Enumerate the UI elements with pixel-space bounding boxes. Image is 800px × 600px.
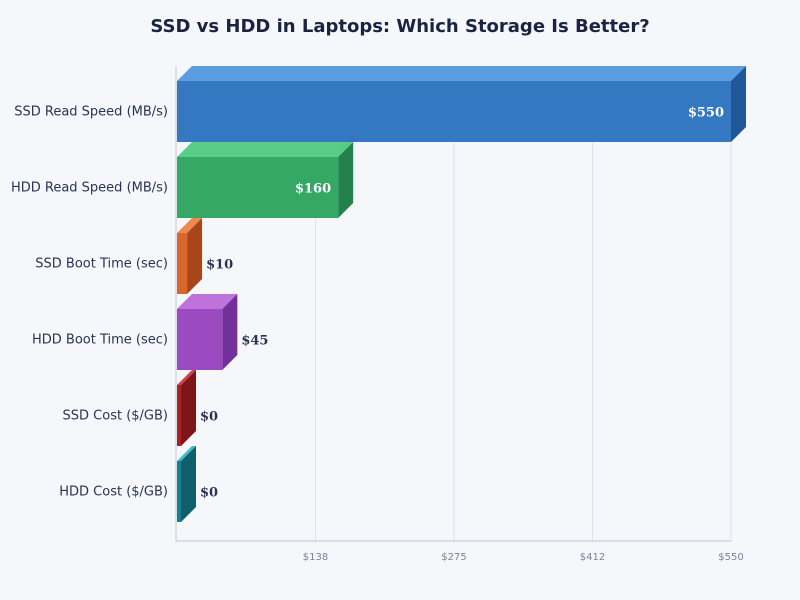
x-tick-label: $412 <box>580 552 605 563</box>
category-label: SSD Boot Time (sec) <box>35 257 168 272</box>
value-label: $550 <box>688 106 724 121</box>
category-label: HDD Read Speed (MB/s) <box>11 181 168 196</box>
bar-top <box>177 446 196 461</box>
chart-title: SSD vs HDD in Laptops: Which Storage Is … <box>150 16 650 37</box>
bar-top <box>177 218 203 233</box>
bar-top <box>177 142 354 157</box>
bar <box>177 461 181 522</box>
bar-side <box>187 218 203 294</box>
bar-top <box>177 294 238 309</box>
bar-top <box>177 66 746 81</box>
category-label: SSD Read Speed (MB/s) <box>14 105 168 120</box>
bar-side <box>338 142 354 218</box>
value-label: $10 <box>206 258 233 273</box>
bar <box>177 309 223 370</box>
bar-top <box>177 370 196 385</box>
category-label: SSD Cost ($/GB) <box>63 409 168 424</box>
value-label: $45 <box>241 334 268 349</box>
bar-group <box>177 142 354 218</box>
x-tick-label: $275 <box>441 552 466 563</box>
category-label: HDD Cost ($/GB) <box>59 485 168 500</box>
bar <box>177 233 188 294</box>
bar-group <box>177 294 238 370</box>
bar-side <box>181 370 196 446</box>
x-tick-label: $550 <box>718 552 743 563</box>
bar-side <box>222 294 238 370</box>
category-label: HDD Boot Time (sec) <box>32 333 168 348</box>
bar <box>177 385 181 446</box>
bar <box>177 81 731 142</box>
bar-side <box>181 446 196 522</box>
x-tick-label: $138 <box>303 552 328 563</box>
value-label: $0 <box>200 486 218 501</box>
bar-side <box>731 66 746 142</box>
value-label: $160 <box>295 182 331 197</box>
value-label: $0 <box>200 410 218 425</box>
bar <box>177 157 339 218</box>
